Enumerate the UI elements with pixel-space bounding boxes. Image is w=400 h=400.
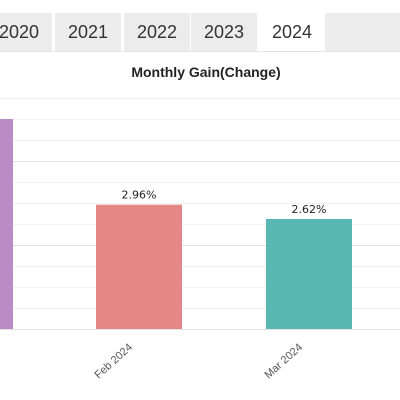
bar-jan-2024[interactable] [0,119,13,329]
tab-2024[interactable]: 2024 [259,13,325,52]
chart-title: Monthly Gain(Change) [131,64,281,80]
x-tick-label: Mar 2024 [262,341,305,381]
tab-2021[interactable]: 2021 [55,13,121,52]
chart-value-labels: 2.96% 2.62% [122,189,327,216]
bar-value-label: 2.96% [122,189,157,202]
chart-gridlines [0,98,400,330]
tab-2020[interactable]: 2020 [0,13,52,52]
tab-2022[interactable]: 2022 [124,13,190,52]
bar-feb-2024[interactable] [96,204,182,329]
chart-bars [0,119,352,329]
year-tab-bar: 2020 2021 2022 2023 2024 [0,0,400,52]
x-tick-label: Feb 2024 [92,341,135,381]
tab-bar-filler [325,13,400,52]
bar-value-label: 2.62% [292,203,327,216]
tab-bar-divider [0,51,400,52]
bar-mar-2024[interactable] [266,218,352,329]
tab-2023[interactable]: 2023 [191,13,257,52]
chart-x-tick-labels: Feb 2024 Mar 2024 [92,341,305,381]
